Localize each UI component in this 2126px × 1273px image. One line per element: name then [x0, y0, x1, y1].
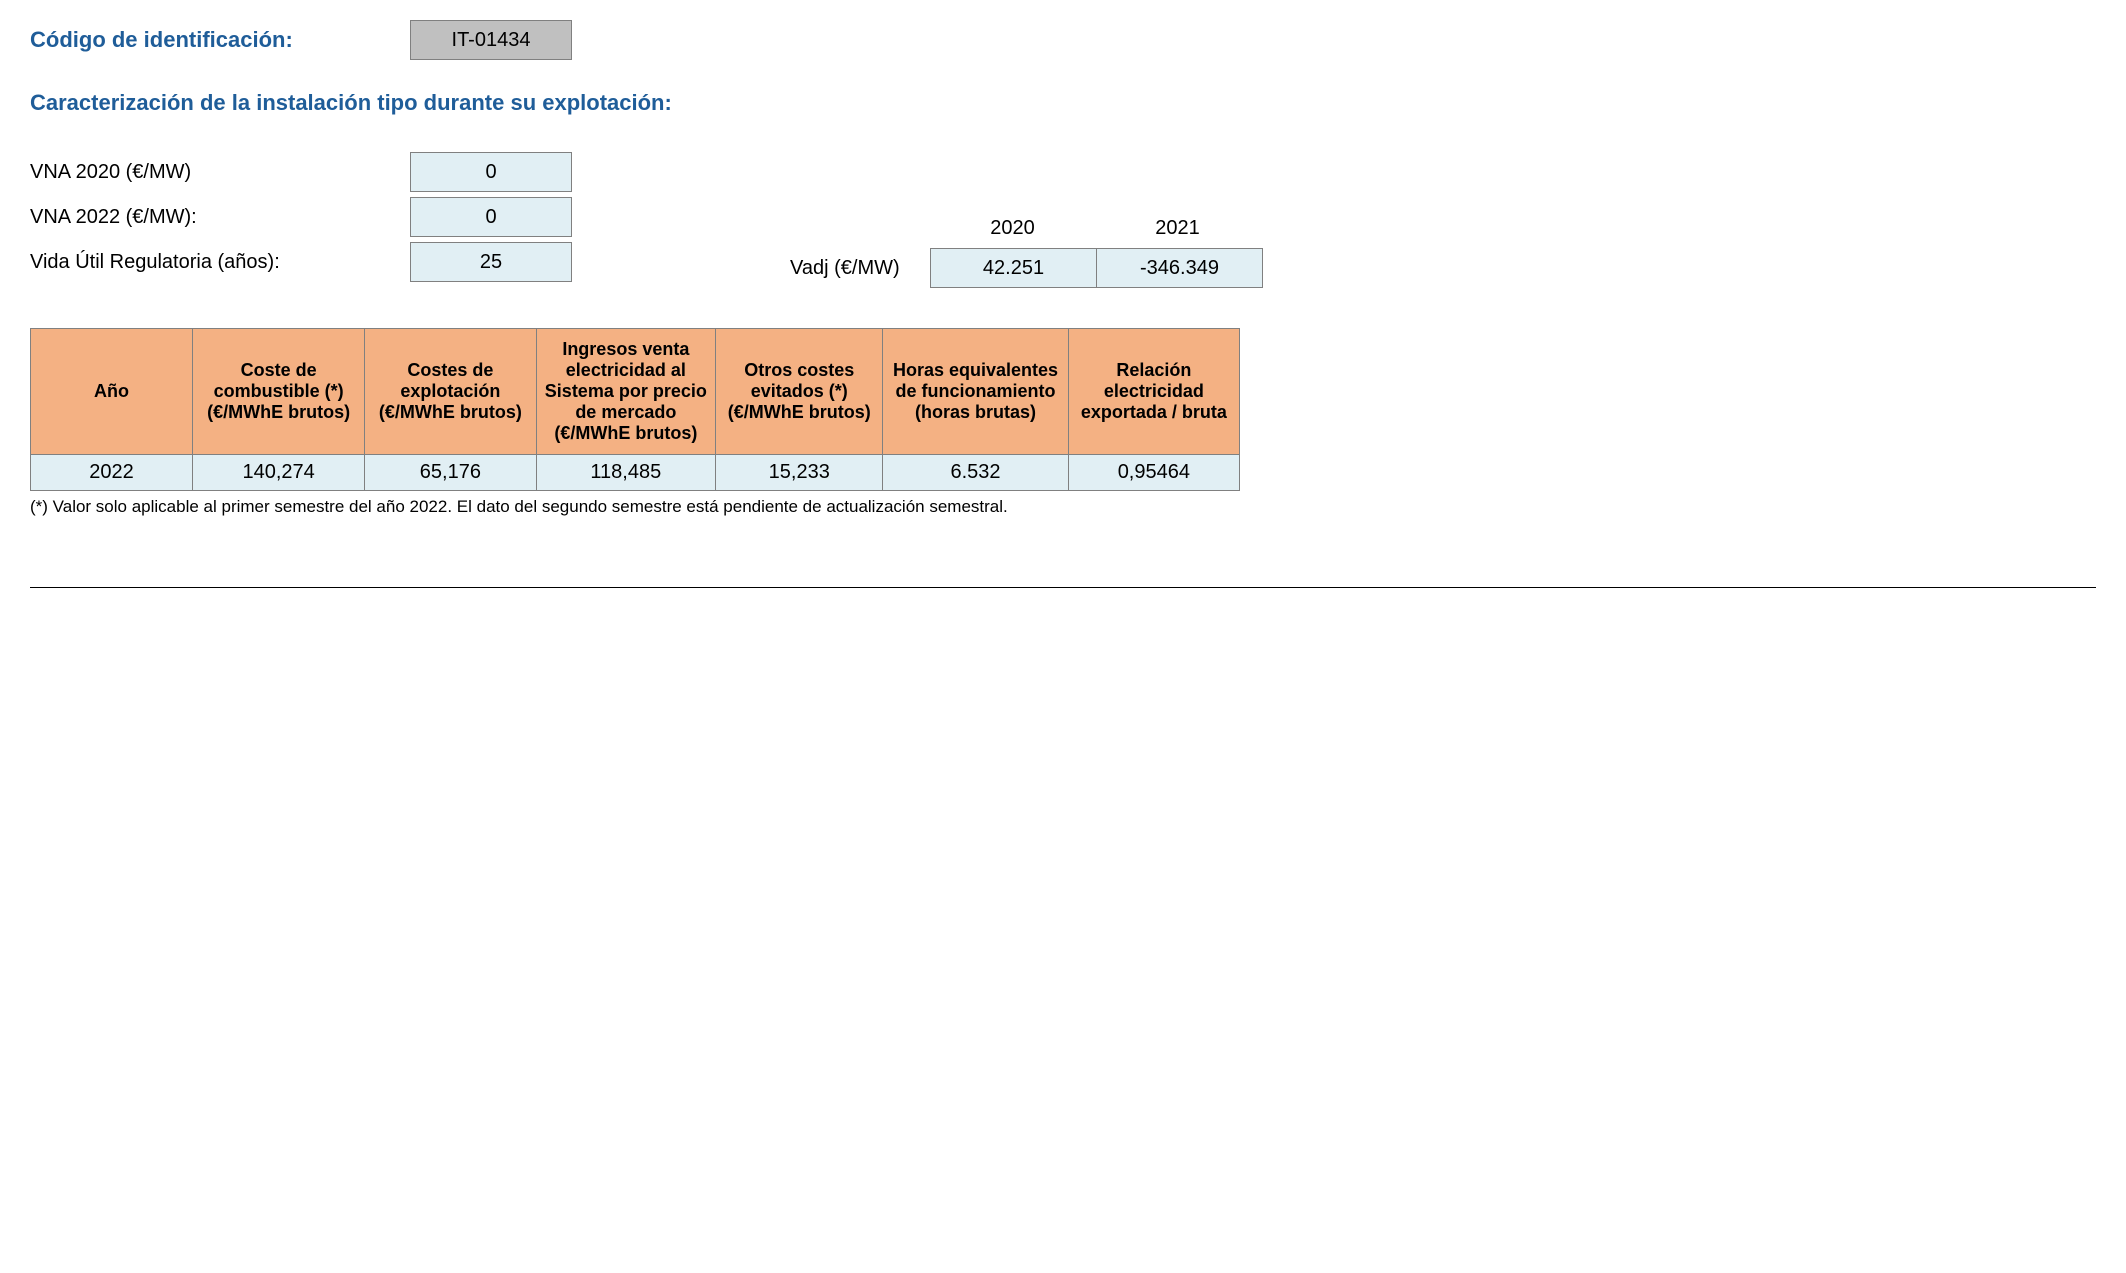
cell-0-0: 2022 — [31, 455, 193, 491]
table-row: 2022 140,274 65,176 118,485 15,233 6.532… — [31, 455, 1240, 491]
col-1: Coste de combustible (*) (€/MWhE brutos) — [192, 329, 364, 455]
vida-label: Vida Útil Regulatoria (años): — [30, 251, 410, 274]
col-4: Otros costes evitados (*) (€/MWhE brutos… — [716, 329, 883, 455]
params-block: VNA 2020 (€/MW) 0 VNA 2022 (€/MW): 0 Vid… — [30, 146, 2096, 288]
vida-value: 25 — [410, 242, 572, 282]
col-2: Costes de explotación (€/MWhE brutos) — [365, 329, 536, 455]
table-body: 2022 140,274 65,176 118,485 15,233 6.532… — [31, 455, 1240, 491]
cell-0-4: 15,233 — [716, 455, 883, 491]
cell-0-5: 6.532 — [883, 455, 1068, 491]
vadj-row: Vadj (€/MW) 42.251 -346.349 — [790, 248, 1263, 288]
vna2022-label: VNA 2022 (€/MW): — [30, 206, 410, 229]
data-table: Año Coste de combustible (*) (€/MWhE bru… — [30, 328, 1240, 491]
col-0: Año — [31, 329, 193, 455]
vadj-value-0: 42.251 — [930, 248, 1097, 288]
vadj-years: 2020 2021 — [930, 217, 1263, 248]
vadj-year-1: 2021 — [1095, 217, 1260, 248]
table-head: Año Coste de combustible (*) (€/MWhE bru… — [31, 329, 1240, 455]
vna2020-row: VNA 2020 (€/MW) 0 — [30, 152, 590, 192]
vna2020-value: 0 — [410, 152, 572, 192]
vadj-year-0: 2020 — [930, 217, 1095, 248]
section-title: Caracterización de la instalación tipo d… — [30, 90, 2096, 116]
vadj-value-1: -346.349 — [1097, 248, 1263, 288]
col-5: Horas equivalentes de funcionamiento (ho… — [883, 329, 1068, 455]
cell-0-2: 65,176 — [365, 455, 536, 491]
table-header-row: Año Coste de combustible (*) (€/MWhE bru… — [31, 329, 1240, 455]
footnote: (*) Valor solo aplicable al primer semes… — [30, 497, 2096, 517]
vna2022-value: 0 — [410, 197, 572, 237]
col-6: Relación electricidad exportada / bruta — [1068, 329, 1239, 455]
vida-row: Vida Útil Regulatoria (años): 25 — [30, 242, 590, 282]
cell-0-6: 0,95464 — [1068, 455, 1239, 491]
id-value-box: IT-01434 — [410, 20, 572, 60]
vadj-label: Vadj (€/MW) — [790, 257, 930, 280]
divider — [30, 587, 2096, 588]
vadj-block: 2020 2021 Vadj (€/MW) 42.251 -346.349 — [790, 217, 1263, 288]
vna2022-row: VNA 2022 (€/MW): 0 — [30, 197, 590, 237]
col-3: Ingresos venta electricidad al Sistema p… — [536, 329, 716, 455]
params-left: VNA 2020 (€/MW) 0 VNA 2022 (€/MW): 0 Vid… — [30, 146, 590, 288]
cell-0-1: 140,274 — [192, 455, 364, 491]
cell-0-3: 118,485 — [536, 455, 716, 491]
vna2020-label: VNA 2020 (€/MW) — [30, 161, 410, 184]
id-row: Código de identificación: IT-01434 — [30, 20, 2096, 60]
id-label: Código de identificación: — [30, 27, 410, 53]
